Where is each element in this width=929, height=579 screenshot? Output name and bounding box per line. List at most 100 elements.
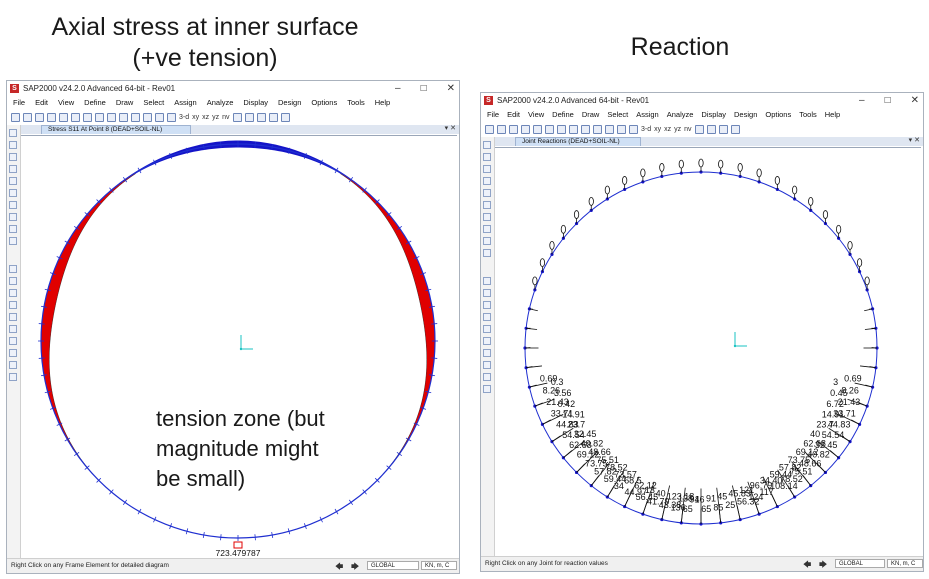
display-options-icon[interactable] [244, 112, 254, 122]
snap-points-icon[interactable] [9, 313, 17, 321]
select-previous-icon[interactable] [483, 289, 491, 297]
zoom-in-icon[interactable] [581, 124, 590, 134]
menu-define[interactable]: Define [84, 98, 106, 107]
menu-assign[interactable]: Assign [636, 110, 659, 119]
snap-lines-icon[interactable] [483, 373, 491, 381]
view-yz-button[interactable]: yz [212, 113, 220, 121]
snap-lines-icon[interactable] [9, 361, 17, 369]
set-elements-icon[interactable] [268, 112, 278, 122]
pan-icon[interactable] [155, 112, 164, 122]
shrink-icon[interactable] [718, 124, 728, 134]
undo-icon[interactable] [521, 124, 530, 134]
minimize-button[interactable]: – [395, 83, 401, 94]
joint-dot[interactable] [679, 521, 683, 525]
view-yz-button[interactable]: yz [674, 125, 682, 133]
draw-joint-icon[interactable] [9, 153, 17, 161]
select-all-icon[interactable] [9, 265, 17, 273]
draw-frame-icon[interactable] [483, 177, 491, 185]
joint-dot[interactable] [848, 252, 852, 256]
joint-dot[interactable] [589, 208, 593, 212]
menu-display[interactable]: Display [243, 98, 269, 107]
view-xz-button[interactable]: xz [202, 113, 210, 121]
menu-draw[interactable]: Draw [115, 98, 134, 107]
draw-solid-icon[interactable] [483, 237, 491, 245]
menu-view[interactable]: View [528, 110, 545, 119]
display-options-icon[interactable] [706, 124, 716, 134]
zoom-window-icon[interactable] [131, 112, 140, 122]
lock-icon[interactable] [557, 124, 566, 134]
lock-icon[interactable] [83, 112, 92, 122]
menu-assign[interactable]: Assign [174, 98, 197, 107]
menu-help[interactable]: Help [374, 98, 391, 107]
snap-perpendicular-icon[interactable] [9, 349, 17, 357]
view-nv-button[interactable]: nv [222, 113, 230, 121]
draw-frame-icon[interactable] [9, 165, 17, 173]
joint-dot[interactable] [550, 252, 554, 256]
open-icon[interactable] [23, 112, 32, 122]
set-elements-icon[interactable] [730, 124, 740, 134]
draw-link-icon[interactable] [483, 201, 491, 209]
menu-design[interactable]: Design [278, 98, 302, 107]
joint-dot[interactable] [857, 270, 862, 274]
snap-ends-icon[interactable] [483, 337, 491, 345]
menu-define[interactable]: Define [552, 110, 574, 119]
close-button[interactable]: ✕ [446, 83, 455, 94]
zoom-out-icon[interactable] [119, 112, 128, 122]
previous-arrow-icon[interactable]: 🡄 [335, 562, 344, 571]
tab-joint-reactions[interactable]: Joint Reactions (DEAD+SOIL-NL) [515, 137, 641, 146]
snap-intersect-icon[interactable] [9, 337, 17, 345]
model-canvas[interactable]: 723.479787 [21, 135, 457, 559]
menu-edit[interactable]: Edit [507, 110, 521, 119]
save-icon[interactable] [35, 112, 44, 122]
shrink-icon[interactable] [256, 112, 266, 122]
clear-selection-icon[interactable] [9, 289, 17, 297]
menu-file[interactable]: File [13, 98, 26, 107]
joint-dot[interactable] [857, 422, 862, 426]
zoom-full-icon[interactable] [617, 124, 626, 134]
new-model-icon[interactable] [485, 124, 494, 134]
close-button[interactable]: ✕ [910, 95, 919, 106]
snap-perpendicular-icon[interactable] [483, 361, 491, 369]
maximize-button[interactable]: □ [884, 95, 891, 106]
menu-tools[interactable]: Tools [799, 110, 817, 119]
snap-ends-icon[interactable] [9, 325, 17, 333]
close-tab-icon[interactable]: ▾ ✕ [444, 125, 456, 132]
menu-select[interactable]: Select [143, 98, 165, 107]
menu-help[interactable]: Help [824, 110, 841, 119]
menu-draw[interactable]: Draw [581, 110, 600, 119]
rotate-icon[interactable] [167, 112, 176, 122]
close-tab-icon[interactable]: ▾ ✕ [908, 137, 920, 144]
view-nv-button[interactable]: nv [684, 125, 692, 133]
draw-rect-area-icon[interactable] [483, 225, 491, 233]
menu-options[interactable]: Options [765, 110, 792, 119]
run-icon[interactable] [95, 112, 104, 122]
refresh-icon[interactable] [232, 112, 242, 122]
reshape-icon[interactable] [483, 153, 491, 161]
menu-select[interactable]: Select [607, 110, 629, 119]
menu-design[interactable]: Design [734, 110, 758, 119]
clear-selection-icon[interactable] [483, 301, 491, 309]
next-arrow-icon[interactable]: 🡆 [351, 562, 360, 571]
pencil-icon[interactable] [71, 112, 80, 122]
save-icon[interactable] [509, 124, 518, 134]
pan-icon[interactable] [629, 124, 638, 134]
draw-rect-area-icon[interactable] [9, 213, 17, 221]
select-previous-icon[interactable] [9, 277, 17, 285]
view-xz-button[interactable]: xz [664, 125, 672, 133]
previous-arrow-icon[interactable]: 🡄 [803, 560, 812, 569]
draw-joint-icon[interactable] [483, 165, 491, 173]
open-icon[interactable] [497, 124, 506, 134]
joint-dot[interactable] [757, 512, 761, 516]
view-xy-button[interactable]: xy [654, 125, 662, 133]
draw-section-cut-icon[interactable] [483, 249, 491, 257]
joint-dot[interactable] [540, 270, 545, 274]
zoom-in-icon[interactable] [107, 112, 116, 122]
select-all-icon[interactable] [483, 277, 491, 285]
joint-dot[interactable] [809, 208, 813, 212]
undo-icon[interactable] [47, 112, 56, 122]
snap-fine-grid-icon[interactable] [9, 373, 17, 381]
view-xy-button[interactable]: xy [192, 113, 200, 121]
menu-display[interactable]: Display [701, 110, 727, 119]
zoom-out-icon[interactable] [593, 124, 602, 134]
menu-analyze[interactable]: Analyze [206, 98, 234, 107]
